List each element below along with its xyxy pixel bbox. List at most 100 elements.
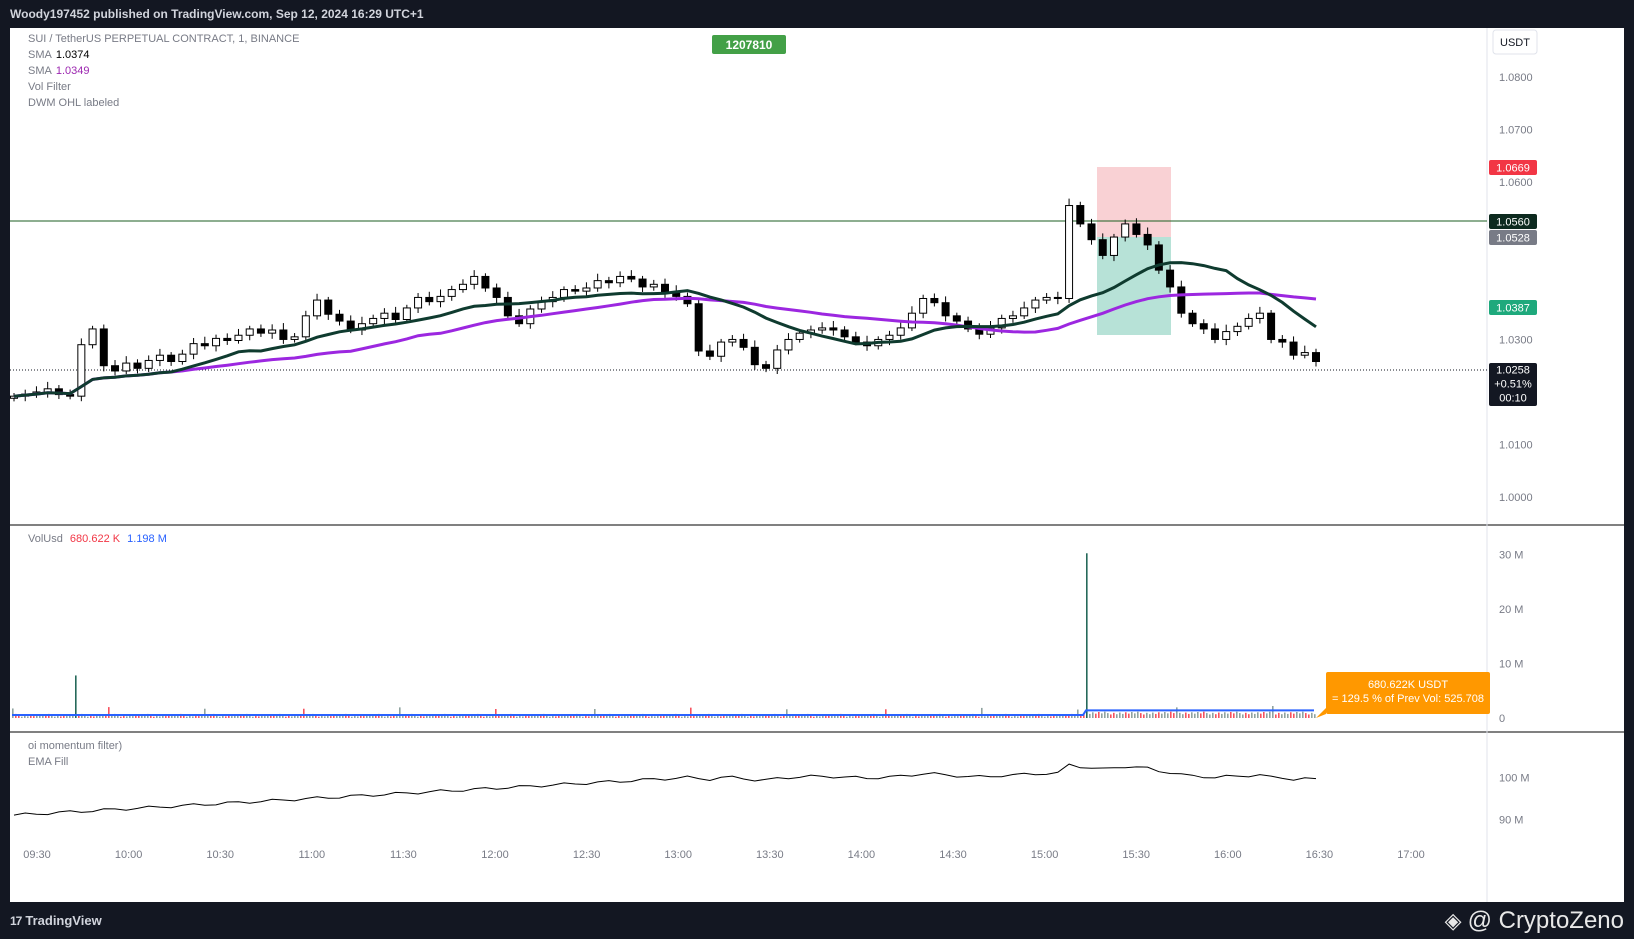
time-tick: 16:00	[1214, 849, 1242, 861]
volume-bar	[1242, 714, 1244, 718]
candle-body	[795, 332, 804, 340]
volume-bar	[300, 714, 302, 718]
volume-bar	[789, 714, 791, 718]
volume-bar	[204, 708, 206, 718]
volume-bar	[909, 715, 911, 718]
volume-bar	[1257, 712, 1259, 718]
volume-bar	[483, 716, 485, 718]
candle-body	[627, 275, 636, 280]
volume-bar	[1140, 713, 1142, 718]
volume-bar	[1299, 713, 1301, 718]
svg-text:+0.51%: +0.51%	[1494, 379, 1532, 391]
volume-bar	[813, 716, 815, 718]
volume-bar	[1032, 714, 1034, 718]
tradingview-logo[interactable]: 17 TradingView	[10, 913, 102, 928]
volume-bar	[498, 714, 500, 718]
volume-bar	[624, 714, 626, 718]
volume-bar	[471, 714, 473, 718]
volume-bar	[1131, 712, 1133, 718]
volume-bar	[258, 716, 260, 718]
volume-bar	[357, 716, 359, 718]
volume-bar	[171, 715, 173, 718]
candle-body	[111, 365, 120, 372]
volume-bar	[933, 714, 935, 718]
volume-bar	[1050, 716, 1052, 718]
volume-bar	[714, 716, 716, 718]
volume-bar	[432, 714, 434, 718]
volume-bar	[855, 714, 857, 718]
volume-bar	[1143, 714, 1145, 718]
entry-price-label: 1.0528	[1489, 230, 1537, 245]
time-tick: 11:00	[298, 849, 325, 861]
volume-bar	[117, 715, 119, 718]
volume-bar	[438, 714, 440, 718]
volume-bar	[843, 715, 845, 718]
candle-body	[593, 280, 602, 289]
volume-bar	[267, 714, 269, 718]
volume-bar	[1251, 712, 1253, 718]
volume-bar	[747, 716, 749, 718]
volume-bar	[942, 715, 944, 718]
volume-bar	[1110, 714, 1112, 718]
candle-body	[1076, 205, 1085, 225]
oi-momentum-line	[13, 763, 1317, 816]
candle-body	[391, 312, 400, 320]
volume-bar	[78, 715, 80, 718]
chart-frame[interactable]: 1.08001.07001.06001.05001.03001.01001.00…	[10, 28, 1624, 902]
volume-bar	[1080, 715, 1082, 718]
volume-bar	[900, 714, 902, 718]
volume-bar	[270, 715, 272, 718]
volume-bar	[1245, 712, 1247, 718]
candle-body	[122, 362, 131, 372]
volume-bar	[1074, 715, 1076, 718]
svg-text:1.0560: 1.0560	[1496, 217, 1530, 229]
volume-bar	[210, 715, 212, 718]
volume-bar	[531, 714, 533, 718]
volume-bar	[600, 715, 602, 718]
volume-bar	[1305, 713, 1307, 718]
candle-body	[851, 336, 860, 343]
volume-bar	[1047, 715, 1049, 718]
volume-bar	[915, 715, 917, 718]
currency-button[interactable]: USDT	[1492, 29, 1538, 55]
candle-body	[279, 329, 288, 340]
sma-slow-line	[13, 291, 1317, 398]
candle-body	[661, 283, 669, 293]
volume-axis-ticks: 30 M 20 M 10 M 0	[1499, 549, 1523, 725]
watermark: ◈ @ CryptoZeno	[1445, 907, 1624, 935]
candle-body	[1278, 338, 1287, 343]
volume-bar	[495, 709, 497, 718]
candle-body	[88, 328, 97, 346]
volume-bar	[141, 714, 143, 718]
volume-bar	[381, 715, 383, 718]
volume-bar	[51, 715, 53, 718]
svg-text:00:10: 00:10	[1499, 393, 1527, 405]
volume-bar	[732, 715, 734, 718]
chart-svg[interactable]: 1.08001.07001.06001.05001.03001.01001.00…	[10, 28, 1624, 902]
candle-body	[604, 280, 613, 284]
volume-bar	[648, 716, 650, 718]
volume-bar	[318, 716, 320, 718]
volume-bar	[102, 714, 104, 718]
volume-bar	[603, 714, 605, 718]
volume-bar	[423, 716, 425, 718]
volume-bar	[375, 715, 377, 718]
candle-body	[773, 349, 782, 369]
candle-body	[1020, 307, 1029, 317]
volume-bar	[591, 714, 593, 718]
last-price-label: 1.0258 +0.51% 00:10	[1489, 363, 1537, 406]
volume-bar	[417, 716, 419, 718]
volume-bar	[984, 716, 986, 718]
volume-bar	[963, 715, 965, 718]
volume-bar	[768, 714, 770, 718]
volume-bar	[696, 714, 698, 718]
volume-bar	[1125, 712, 1127, 718]
volume-bar	[186, 716, 188, 718]
volume-bar	[1290, 712, 1292, 718]
volume-bar	[54, 716, 56, 718]
volume-bar	[1146, 712, 1148, 718]
candle-body	[739, 338, 748, 348]
volume-bar	[453, 715, 455, 718]
volume-bar	[504, 714, 506, 718]
candle-body	[1300, 352, 1309, 356]
